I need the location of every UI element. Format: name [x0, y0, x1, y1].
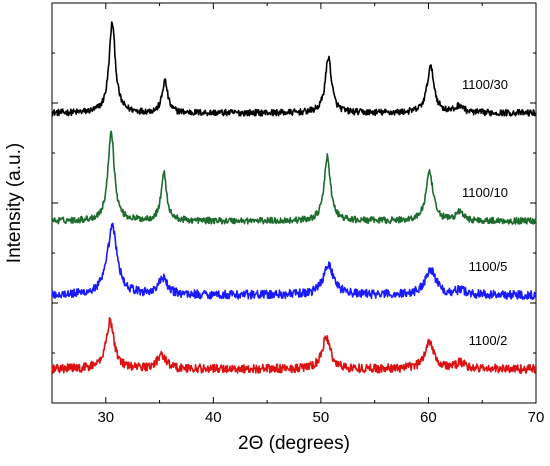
series-line-1100-5	[51, 222, 537, 300]
x-tick-label-60: 60	[420, 409, 437, 426]
tick-layer: 30 40 50 60 70	[51, 2, 545, 426]
series-line-1100-30	[51, 21, 537, 117]
series-label-1100-2: 1100/2	[469, 333, 508, 348]
series-line-1100-10	[51, 130, 537, 225]
series-line-1100-2	[51, 317, 537, 375]
series-label-1100-30: 1100/30	[462, 77, 508, 92]
x-tick-label-30: 30	[97, 409, 114, 426]
plot-frame	[51, 2, 537, 404]
series-layer	[51, 21, 537, 375]
y-axis-label: Intensity (a.u.)	[4, 143, 25, 263]
x-axis-label: 2Θ (degrees)	[238, 433, 350, 454]
x-tick-label-50: 50	[313, 409, 330, 426]
series-label-1100-10: 1100/10	[462, 185, 508, 200]
series-label-1100-5: 1100/5	[469, 259, 508, 274]
series-label-layer: 1100/30 1100/10 1100/5 1100/2	[462, 77, 508, 348]
x-tick-label-70: 70	[528, 409, 545, 426]
x-tick-label-40: 40	[205, 409, 222, 426]
